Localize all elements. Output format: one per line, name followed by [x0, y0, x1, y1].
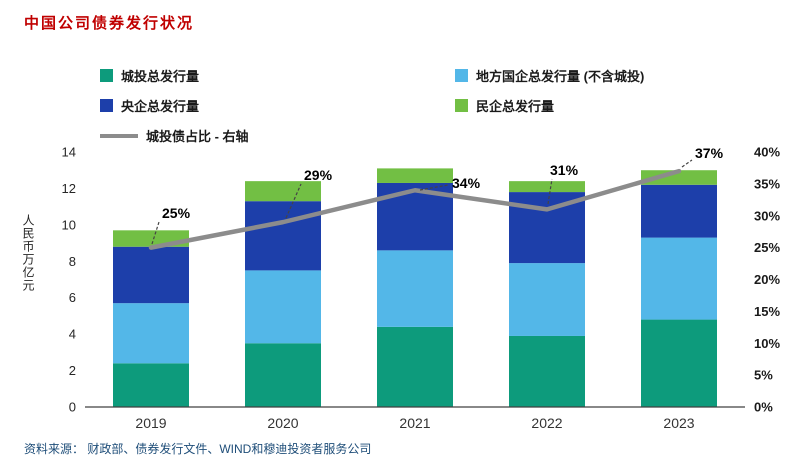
y-axis-label: 人民币万亿元 [21, 214, 35, 292]
legend-item: 城投债占比 - 右轴 [100, 126, 455, 145]
legend-item: 城投总发行量 [100, 66, 455, 85]
y-axis-tick: 6 [69, 290, 76, 305]
line-data-label: 31% [550, 162, 579, 178]
legend-item: 央企总发行量 [100, 96, 455, 115]
x-axis-label: 2020 [267, 415, 298, 431]
line-data-label: 25% [162, 205, 191, 221]
legend-item: 地方国企总发行量 (不含城投) [455, 66, 750, 85]
bar-segment [641, 319, 717, 407]
bar-segment [509, 181, 585, 193]
y-axis-tick: 0 [69, 400, 76, 415]
bar-segment [641, 184, 717, 238]
x-axis-label: 2019 [135, 415, 166, 431]
y2-axis-tick: 35% [754, 176, 780, 191]
source-note: 资料来源： 财政部、债券发行文件、WIND和穆迪投资者服务公司 [24, 442, 372, 456]
legend-color-swatch [455, 99, 468, 112]
y-axis-tick: 10 [62, 217, 76, 232]
x-axis-label: 2023 [663, 415, 694, 431]
legend-color-swatch [100, 99, 113, 112]
bar-segment [377, 250, 453, 327]
label-leader-line [547, 178, 553, 205]
line-data-label: 34% [452, 175, 481, 191]
y2-axis-tick: 5% [754, 368, 773, 383]
legend: 城投总发行量 地方国企总发行量 (不含城投) 央企总发行量 民企总发行量城投债占比 -… [100, 66, 750, 145]
bar-segment [245, 343, 321, 407]
legend-label: 地方国企总发行量 (不含城投) [476, 69, 645, 84]
bar-segment [245, 270, 321, 344]
bar-segment [509, 335, 585, 407]
y-axis-tick: 4 [69, 327, 76, 342]
bar-segment [641, 170, 717, 185]
legend-item: 民企总发行量 [455, 96, 750, 115]
y2-axis-tick: 15% [754, 304, 780, 319]
y-axis-tick: 8 [69, 254, 76, 269]
label-leader-line [285, 183, 302, 219]
bar-segment [509, 263, 585, 336]
label-leader-line [151, 221, 160, 245]
y2-axis-tick: 30% [754, 208, 780, 223]
legend-label: 城投债占比 - 右轴 [146, 129, 249, 144]
bar-segment [641, 237, 717, 320]
y2-axis-tick: 25% [754, 240, 780, 255]
legend-color-swatch [100, 69, 113, 82]
bar-segment [377, 168, 453, 183]
bar-segment [113, 363, 189, 407]
y2-axis-tick: 0% [754, 400, 773, 415]
bar-segment [377, 326, 453, 407]
legend-label: 央企总发行量 [121, 99, 200, 114]
legend-line-swatch [100, 133, 138, 138]
bar-segment [113, 246, 189, 304]
legend-label: 民企总发行量 [476, 99, 555, 114]
x-axis-label: 2021 [399, 415, 430, 431]
line-series [148, 168, 682, 250]
line-data-label: 37% [695, 145, 724, 161]
line-data-label: 29% [304, 167, 333, 183]
y-axis-tick: 12 [62, 181, 76, 196]
page-title: 中国公司债券发行状况 [24, 15, 195, 32]
y-axis-tick: 2 [69, 363, 76, 378]
legend-color-swatch [455, 69, 468, 82]
y2-axis-tick: 10% [754, 336, 780, 351]
y-axis-tick: 14 [62, 145, 76, 160]
legend-label: 城投总发行量 [121, 69, 200, 84]
x-axis-label: 2022 [531, 415, 562, 431]
label-leader-line [681, 159, 693, 168]
bar-segment [113, 303, 189, 364]
bar-segment [245, 181, 321, 202]
y2-axis-tick: 40% [754, 145, 780, 160]
bar-segment [245, 201, 321, 271]
y2-axis-tick: 20% [754, 272, 780, 287]
chart-area: 0 2 4 6 8 10 12 14 0% 5% 10% 15% 20% 25% 30% 35% 40% 2019… [62, 145, 781, 432]
